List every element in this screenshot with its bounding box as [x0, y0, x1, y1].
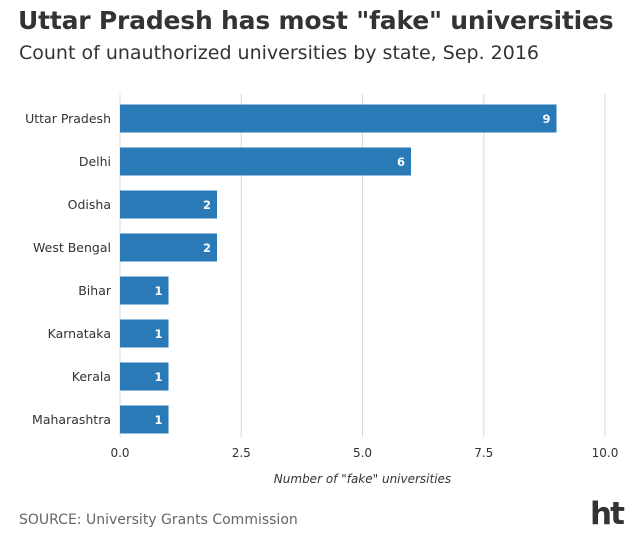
bar: [120, 362, 169, 391]
category-label: Bihar: [78, 283, 112, 298]
category-label: Kerala: [72, 369, 111, 384]
bar: [120, 104, 557, 133]
bar: [120, 190, 217, 219]
data-label: 1: [154, 327, 162, 341]
data-label: 1: [154, 370, 162, 384]
x-tick-label: 0.0: [110, 446, 129, 460]
category-label: Maharashtra: [32, 412, 111, 427]
data-label: 1: [154, 284, 162, 298]
label-layer: 0.0 2.5 5.0 7.5 10.0 Uttar Pradesh 9 Delhi 6 Odis…: [25, 111, 618, 486]
x-axis-title: Number of "fake" universities: [274, 472, 451, 486]
category-label: Odisha: [68, 197, 111, 212]
category-label: West Bengal: [33, 240, 111, 255]
x-tick-label: 10.0: [592, 446, 619, 460]
x-tick-label: 5.0: [353, 446, 372, 460]
grid-layer: [119, 94, 606, 437]
page-title: Uttar Pradesh has most "fake" universiti…: [18, 6, 614, 35]
source-note: SOURCE: University Grants Commission: [19, 512, 298, 528]
bar: [120, 405, 169, 434]
x-tick-label: 2.5: [232, 446, 251, 460]
category-label: Karnataka: [48, 326, 111, 341]
data-label: 9: [542, 112, 550, 126]
bar: [120, 233, 217, 262]
category-label: Delhi: [79, 154, 111, 169]
bar: [120, 147, 411, 176]
data-label: 2: [203, 241, 211, 255]
bar-layer: [120, 104, 557, 434]
bar: [120, 276, 169, 305]
data-label: 1: [154, 413, 162, 427]
x-tick-label: 7.5: [474, 446, 493, 460]
bar: [120, 319, 169, 348]
brand-logo: ht: [590, 496, 625, 532]
bar-chart: 0.0 2.5 5.0 7.5 10.0 Uttar Pradesh 9 Delhi 6 Odis…: [25, 94, 618, 486]
data-label: 6: [397, 155, 405, 169]
category-label: Uttar Pradesh: [25, 111, 111, 126]
data-label: 2: [203, 198, 211, 212]
page-subtitle: Count of unauthorized universities by st…: [19, 42, 539, 64]
